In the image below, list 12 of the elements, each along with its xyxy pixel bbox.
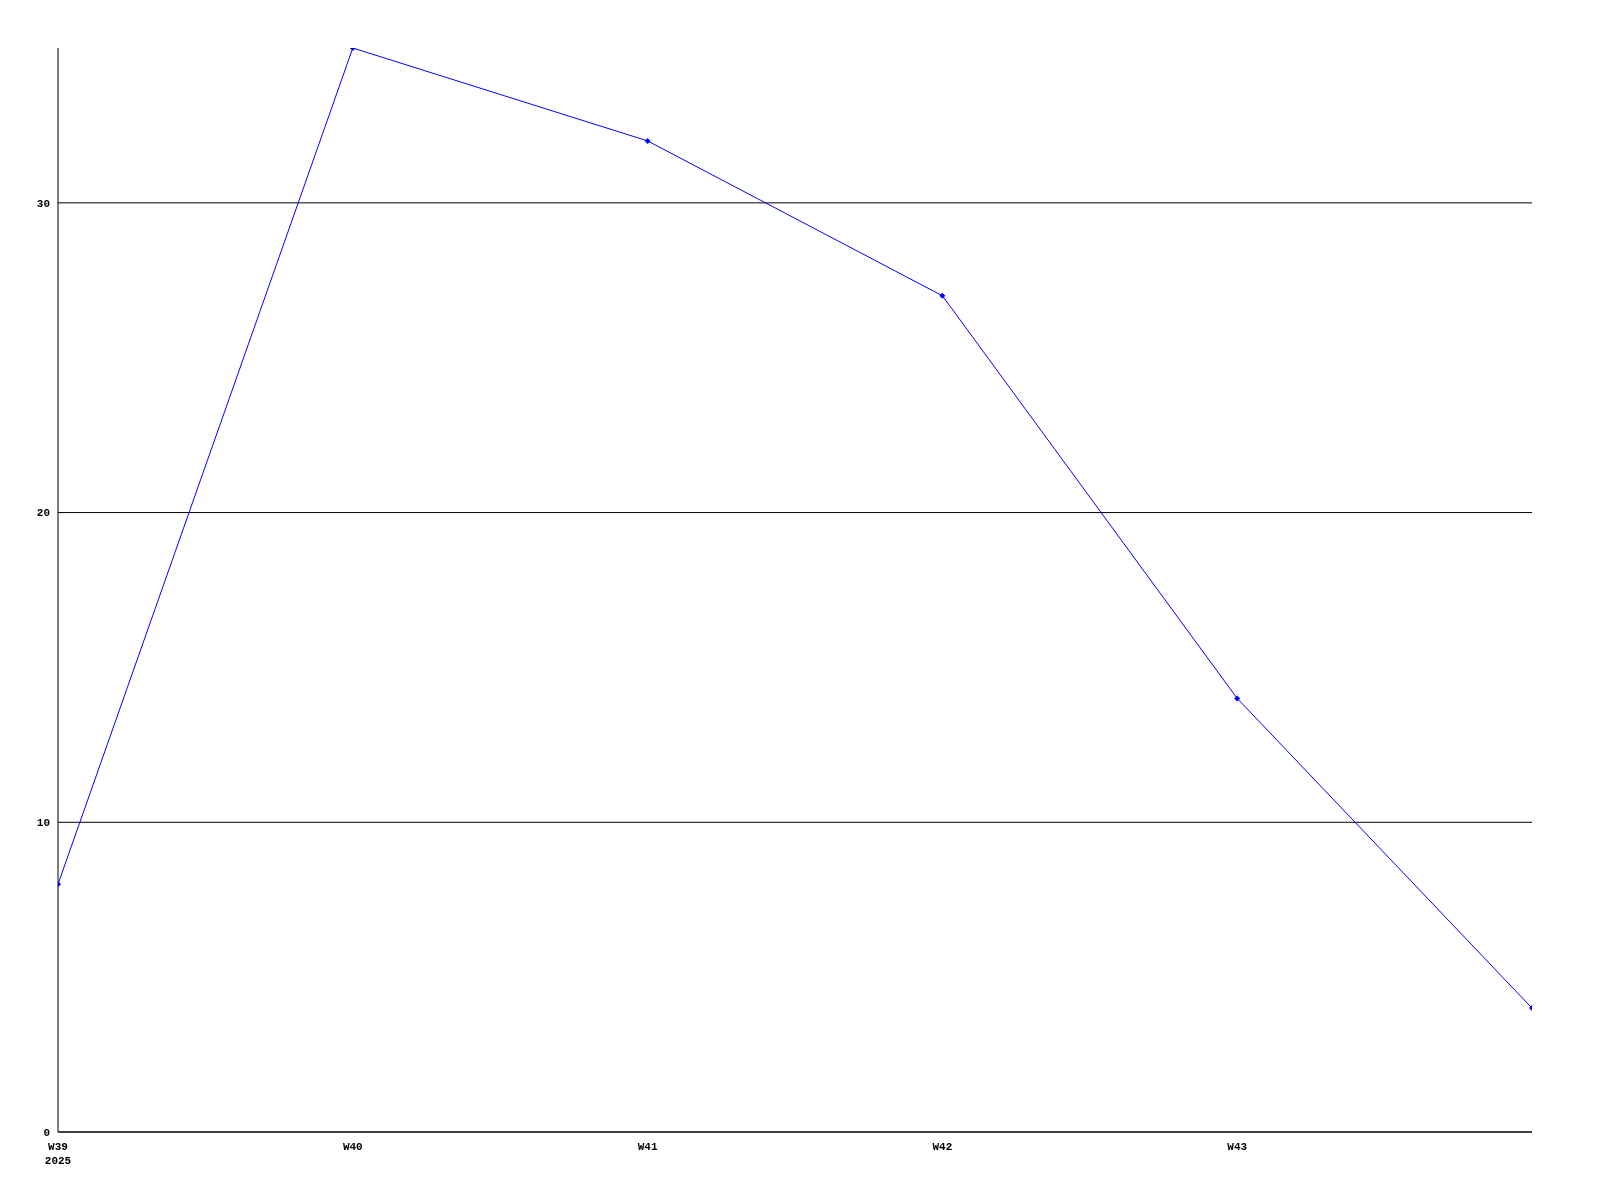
x-tick-label: W43	[1227, 1141, 1248, 1153]
y-tick-label: 10	[36, 817, 50, 830]
y-tick-label: 0	[43, 1126, 50, 1139]
x-tick-label: W41	[637, 1141, 658, 1153]
x-tick-label: W39 2025	[44, 1141, 72, 1167]
x-tick-label: W42	[932, 1141, 953, 1153]
y-tick-label: 20	[36, 507, 50, 520]
y-tick-label: 30	[36, 197, 50, 210]
x-tick-label: W40	[342, 1141, 363, 1153]
point	[1234, 695, 1241, 702]
point	[939, 292, 946, 299]
point	[644, 137, 651, 144]
